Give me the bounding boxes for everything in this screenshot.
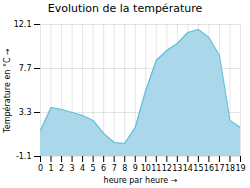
- svg-text:heure par heure →: heure par heure →: [104, 176, 178, 185]
- svg-text:-1.1: -1.1: [16, 152, 32, 161]
- svg-text:17: 17: [214, 164, 224, 173]
- svg-text:18: 18: [225, 164, 235, 173]
- svg-text:Température en °C →: Température en °C →: [2, 48, 12, 134]
- svg-text:6: 6: [101, 164, 106, 173]
- svg-text:7: 7: [112, 164, 117, 173]
- html-text:Evolution de la température: Evolution de la température: [47, 2, 203, 15]
- svg-text:13: 13: [172, 164, 182, 173]
- svg-text:12: 12: [162, 164, 172, 173]
- svg-text:0: 0: [38, 164, 43, 173]
- svg-text:2: 2: [59, 164, 64, 173]
- svg-text:3: 3: [70, 164, 75, 173]
- svg-text:3.3: 3.3: [19, 108, 32, 117]
- svg-text:11: 11: [151, 164, 161, 173]
- svg-text:19: 19: [235, 164, 245, 173]
- svg-text:14: 14: [183, 164, 193, 173]
- svg-text:4: 4: [80, 164, 85, 173]
- svg-text:5: 5: [91, 164, 96, 173]
- svg-text:10: 10: [141, 164, 151, 173]
- svg-text:8: 8: [122, 164, 127, 173]
- svg-text:16: 16: [204, 164, 214, 173]
- svg-text:9: 9: [133, 164, 138, 173]
- svg-text:1: 1: [48, 164, 53, 173]
- svg-text:7.7: 7.7: [19, 64, 32, 73]
- svg-text:15: 15: [193, 164, 203, 173]
- svg-text:12.1: 12.1: [14, 20, 32, 29]
